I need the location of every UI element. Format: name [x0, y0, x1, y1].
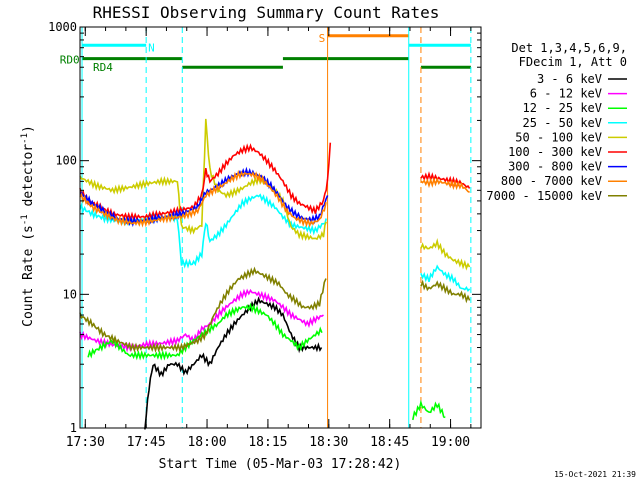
- y-tick-label: 1000: [48, 20, 77, 34]
- y-tick-label: 1: [70, 421, 77, 435]
- legend-header-line: Det 1,3,4,5,6,9,: [511, 41, 627, 55]
- x-tick-label: 18:15: [248, 435, 287, 450]
- plot-area: N S RD0 RD4: [60, 27, 472, 430]
- x-tick-label: 19:00: [431, 435, 470, 450]
- y-axis-label: Count Rate (s-1 detector-1): [20, 125, 36, 327]
- series-line: [79, 266, 471, 353]
- timestamp: 15-Oct-2021 21:39: [554, 470, 636, 479]
- series-line: [144, 296, 323, 430]
- x-tick-label: 18:45: [370, 435, 409, 450]
- y-label-part: ): [21, 125, 36, 133]
- y-tick-label: 10: [63, 287, 77, 301]
- series-line: [87, 302, 446, 421]
- y-label-part: detector: [21, 144, 36, 215]
- legend-header-line: FDecim 1, Att 0: [519, 55, 627, 69]
- x-tick-label: 17:45: [127, 435, 166, 450]
- x-tick-label: 18:00: [187, 435, 226, 450]
- axes: 1 10 100 1000 17:30 17:45 18:00 18:15 18:30 18:45…: [48, 20, 482, 450]
- y-label-sup: -1: [20, 133, 30, 144]
- legend: Det 1,3,4,5,6,9, FDecim 1, Att 0 3 - 6 k…: [486, 41, 627, 203]
- legend-label: 7000 - 15000 keV: [486, 189, 602, 203]
- annotation-label: RD4: [93, 61, 113, 74]
- legend-label: 12 - 25 keV: [523, 101, 602, 115]
- legend-label: 100 - 300 keV: [508, 145, 602, 159]
- x-axis-label: Start Time (05-Mar-03 17:28:42): [159, 457, 402, 472]
- legend-label: 50 - 100 keV: [515, 130, 602, 144]
- legend-label: 6 - 12 keV: [530, 87, 602, 101]
- legend-label: 800 - 7000 keV: [501, 174, 602, 188]
- chart-title: RHESSI Observing Summary Count Rates: [93, 3, 440, 22]
- y-label-sup: -1: [20, 214, 30, 225]
- x-tick-label: 18:30: [309, 435, 348, 450]
- annotation-label: RD0: [60, 54, 80, 67]
- legend-label: 3 - 6 keV: [537, 72, 602, 86]
- series-line: [79, 169, 470, 228]
- y-label-part: Count Rate (s: [21, 225, 36, 327]
- y-tick-label: 100: [55, 154, 77, 168]
- axis-frame: [79, 26, 482, 429]
- annotation-label: N: [148, 42, 155, 55]
- legend-label: 25 - 50 keV: [523, 116, 602, 130]
- annotation-label: S: [319, 32, 326, 45]
- x-tick-label: 17:30: [66, 435, 105, 450]
- legend-label: 300 - 800 keV: [508, 160, 602, 174]
